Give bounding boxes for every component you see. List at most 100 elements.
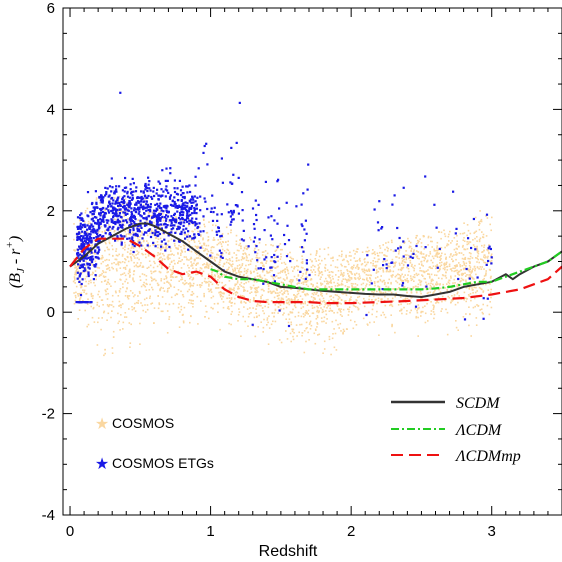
cosmos-point — [281, 297, 284, 300]
cosmos-point — [235, 283, 238, 286]
cosmos-point — [283, 288, 285, 290]
cosmos-point — [352, 266, 355, 269]
cosmos-point — [403, 258, 405, 261]
cosmos-point — [243, 301, 246, 303]
cosmos-point — [332, 288, 334, 291]
cosmos-point — [275, 249, 278, 251]
cosmos-point — [430, 273, 433, 276]
cosmos-point — [357, 302, 360, 304]
cosmos-point — [349, 276, 351, 279]
cosmos-point — [159, 247, 162, 250]
cosmos-point — [339, 322, 342, 325]
cosmos-point — [444, 253, 446, 256]
cosmos-point — [469, 268, 472, 270]
cosmos-point — [98, 275, 101, 277]
cosmos-point — [256, 275, 259, 277]
cosmos-point — [280, 341, 283, 344]
etg-point — [153, 194, 156, 198]
cosmos-point — [291, 330, 294, 333]
cosmos-point — [425, 281, 427, 284]
cosmos-point — [476, 247, 478, 250]
cosmos-point — [286, 277, 288, 280]
cosmos-point — [106, 246, 108, 249]
cosmos-point — [113, 262, 115, 264]
etg-point — [160, 188, 163, 191]
cosmos-point — [137, 265, 139, 268]
cosmos-point — [84, 264, 87, 267]
cosmos-point — [146, 308, 149, 311]
cosmos-point — [78, 299, 81, 301]
cosmos-point — [74, 271, 77, 274]
etg-point — [98, 213, 101, 216]
etg-point — [198, 222, 201, 225]
etg-point — [414, 305, 418, 308]
etg-point — [192, 201, 195, 204]
cosmos-point — [202, 264, 204, 266]
etg-point — [129, 220, 132, 223]
cosmos-point — [218, 291, 221, 294]
etg-point — [133, 209, 136, 212]
etg-point — [112, 216, 115, 219]
cosmos-point — [120, 304, 122, 307]
etg-point — [139, 206, 142, 209]
cosmos-point — [319, 300, 322, 302]
cosmos-point — [435, 253, 437, 256]
cosmos-point — [466, 224, 469, 226]
legend-scdm-label: SCDM — [456, 395, 501, 412]
etg-point — [92, 278, 95, 281]
cosmos-point — [168, 303, 171, 306]
cosmos-point — [300, 276, 303, 279]
cosmos-point — [235, 240, 238, 243]
etg-point — [231, 213, 234, 216]
cosmos-point — [188, 259, 190, 261]
cosmos-point — [91, 297, 94, 300]
cosmos-point — [321, 292, 323, 295]
cosmos-point — [208, 290, 210, 293]
cosmos-point — [458, 262, 460, 264]
cosmos-point — [309, 300, 311, 302]
cosmos-point — [485, 256, 487, 258]
etg-point — [273, 219, 276, 222]
cosmos-point — [451, 240, 453, 242]
etg-point — [90, 241, 93, 244]
cosmos-point — [190, 315, 192, 317]
cosmos-point — [138, 226, 141, 229]
cosmos-point — [151, 280, 153, 282]
etg-point — [301, 224, 304, 228]
cosmos-point — [285, 306, 288, 309]
cosmos-point — [370, 274, 372, 277]
cosmos-point — [229, 259, 231, 262]
cosmos-point — [143, 284, 146, 287]
cosmos-point — [305, 340, 307, 343]
etg-point — [137, 228, 140, 231]
cosmos-point — [243, 306, 245, 308]
cosmos-point — [213, 256, 216, 259]
cosmos-point — [216, 273, 219, 275]
cosmos-point — [377, 300, 380, 302]
cosmos-point — [140, 262, 142, 264]
cosmos-point — [279, 243, 282, 245]
cosmos-point — [148, 212, 150, 215]
cosmos-point — [402, 286, 405, 289]
cosmos-point — [169, 284, 172, 287]
etg-point — [298, 279, 301, 282]
cosmos-point — [469, 258, 471, 260]
cosmos-point — [423, 259, 425, 262]
etg-point — [89, 233, 92, 236]
etg-point — [217, 226, 220, 229]
cosmos-point — [273, 290, 275, 293]
cosmos-point — [475, 230, 478, 233]
cosmos-point — [165, 302, 167, 305]
cosmos-point — [353, 305, 356, 307]
etg-point — [115, 185, 118, 188]
cosmos-point — [456, 292, 459, 295]
cosmos-point — [332, 256, 334, 259]
cosmos-point — [301, 258, 304, 261]
cosmos-point — [405, 250, 407, 252]
etg-point — [179, 232, 182, 235]
cosmos-point — [410, 292, 413, 294]
cosmos-point — [106, 319, 108, 321]
cosmos-point — [346, 281, 348, 283]
cosmos-point — [462, 273, 464, 276]
cosmos-point — [327, 274, 329, 277]
